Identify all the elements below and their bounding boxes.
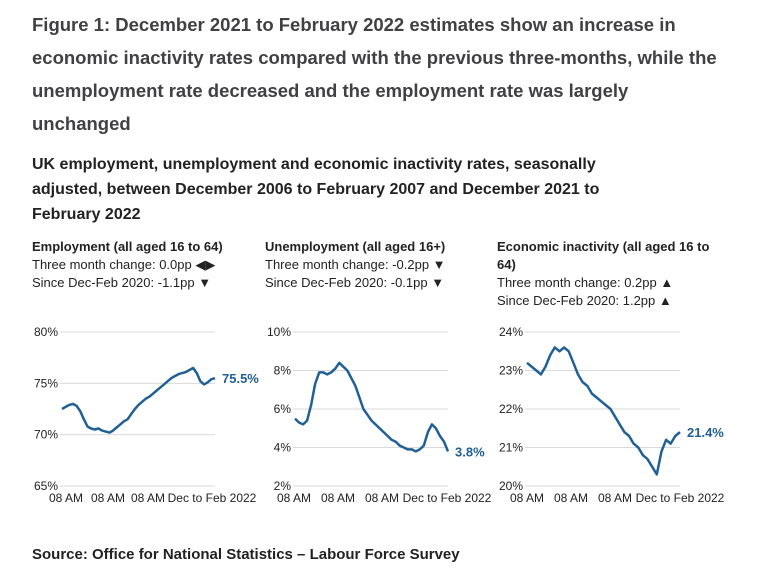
x-tick-label: 08 AM: [321, 491, 355, 505]
x-tick-label: 08 AM: [554, 491, 588, 505]
y-tick-label: 21%: [499, 441, 523, 455]
x-tick-label: 08 AM: [365, 491, 399, 505]
end-value-label: 21.4%: [687, 425, 724, 440]
panel-title: Unemployment (all aged 16+): [265, 239, 446, 254]
y-tick-label: 65%: [34, 479, 58, 493]
change-since-2020: Since Dec-Feb 2020: 1.2pp ▲: [497, 293, 672, 308]
three-month-change: Three month change: 0.0pp ◀▶: [32, 257, 216, 272]
x-tick-label: 08 AM: [49, 491, 83, 505]
panel-title: Economic inactivity (all aged 16 to 64): [497, 239, 710, 272]
panel-title: Employment (all aged 16 to 64): [32, 239, 223, 254]
chart-unemployment: 2% 4% 6% 8% 10% 08 AM 08 AM 08 AM Dec to Feb 202…: [267, 325, 492, 505]
x-tick-label: Dec to Feb 2022: [168, 491, 257, 505]
x-tick-label: 08 AM: [277, 491, 311, 505]
chart-economic-inactivity: 20% 21% 22% 23% 24% 08 AM 08 AM 08 AM Dec to Feb…: [499, 325, 725, 505]
y-tick-label: 22%: [499, 402, 523, 416]
end-value-label: 3.8%: [455, 444, 485, 459]
x-tick-label: Dec to Feb 2022: [636, 491, 725, 505]
panel-header-employment: Employment (all aged 16 to 64) Three mon…: [32, 238, 247, 292]
y-tick-label: 23%: [499, 364, 523, 378]
three-month-change: Three month change: 0.2pp ▲: [497, 275, 674, 290]
series-line: [294, 361, 450, 453]
y-tick-label: 20%: [499, 479, 523, 493]
y-tick-label: 8%: [274, 364, 292, 378]
three-month-change: Three month change: -0.2pp ▼: [265, 257, 446, 272]
end-value-label: 75.5%: [222, 371, 259, 386]
panel-header-economic-inactivity: Economic inactivity (all aged 16 to 64) …: [497, 238, 712, 310]
source-note: Source: Office for National Statistics –…: [32, 546, 460, 563]
figure-title: Figure 1: December 2021 to February 2022…: [32, 14, 717, 134]
chart-employment: 65%70%75%80%08 AM 08 AM 08 AM Dec to Feb 20…: [34, 325, 259, 505]
panel-header-unemployment: Unemployment (all aged 16+) Three month …: [265, 238, 480, 292]
change-since-2020: Since Dec-Feb 2020: -0.1pp ▼: [265, 275, 445, 290]
y-tick-label: 10%: [267, 325, 291, 339]
figure-subtitle: UK employment, unemployment and economic…: [32, 156, 600, 223]
x-tick-label: 08 AM: [598, 491, 632, 505]
x-tick-label: 08 AM: [131, 491, 165, 505]
y-tick-label: 4%: [274, 441, 292, 455]
y-tick-label: 80%: [34, 325, 58, 339]
y-tick-label: 70%: [34, 428, 58, 442]
y-tick-label: 24%: [499, 325, 523, 339]
y-tick-label: 75%: [34, 376, 58, 390]
x-tick-label: Dec to Feb 2022: [403, 491, 492, 505]
change-since-2020: Since Dec-Feb 2020: -1.1pp ▼: [32, 275, 212, 290]
series-line: [526, 346, 681, 476]
x-tick-label: 08 AM: [510, 491, 544, 505]
y-tick-label: 6%: [274, 402, 292, 416]
x-tick-label: 08 AM: [91, 491, 125, 505]
y-tick-label: 2%: [274, 479, 292, 493]
series-line: [61, 366, 216, 434]
